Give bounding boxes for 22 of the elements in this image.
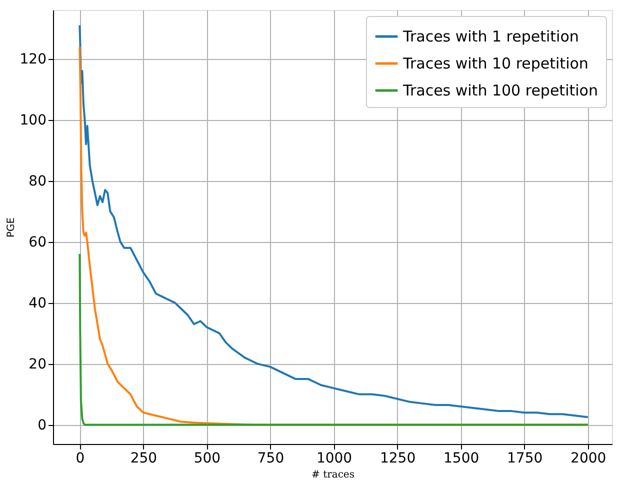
y-tick-label: 100 (20, 112, 46, 128)
x-tick-label: 500 (194, 450, 221, 466)
legend-label: Traces with 1 repetition (402, 28, 579, 46)
x-tick-label: 0 (76, 450, 85, 466)
x-tick-label: 2000 (570, 450, 606, 466)
y-tick-label: 0 (38, 417, 46, 434)
y-tick-label: 120 (20, 51, 46, 68)
x-tick-label: 1500 (443, 450, 480, 466)
x-tick-label: 1000 (316, 450, 352, 466)
y-tick-label: 20 (28, 356, 46, 372)
x-tick-label: 250 (130, 450, 158, 466)
x-axis-title: # traces (312, 470, 354, 480)
y-tick-label: 40 (28, 295, 46, 312)
x-tick-label: 1750 (507, 450, 543, 466)
x-tick-label: 750 (257, 450, 284, 466)
legend-label: Traces with 100 repetition (402, 82, 598, 100)
line-series (78, 252, 589, 426)
legend-label: Traces with 10 repetition (402, 54, 588, 72)
y-axis-title: PGE (6, 217, 17, 238)
y-tick-label: 80 (28, 173, 46, 190)
y-tick-label: 60 (28, 234, 46, 250)
x-tick-label: 1250 (380, 450, 416, 466)
